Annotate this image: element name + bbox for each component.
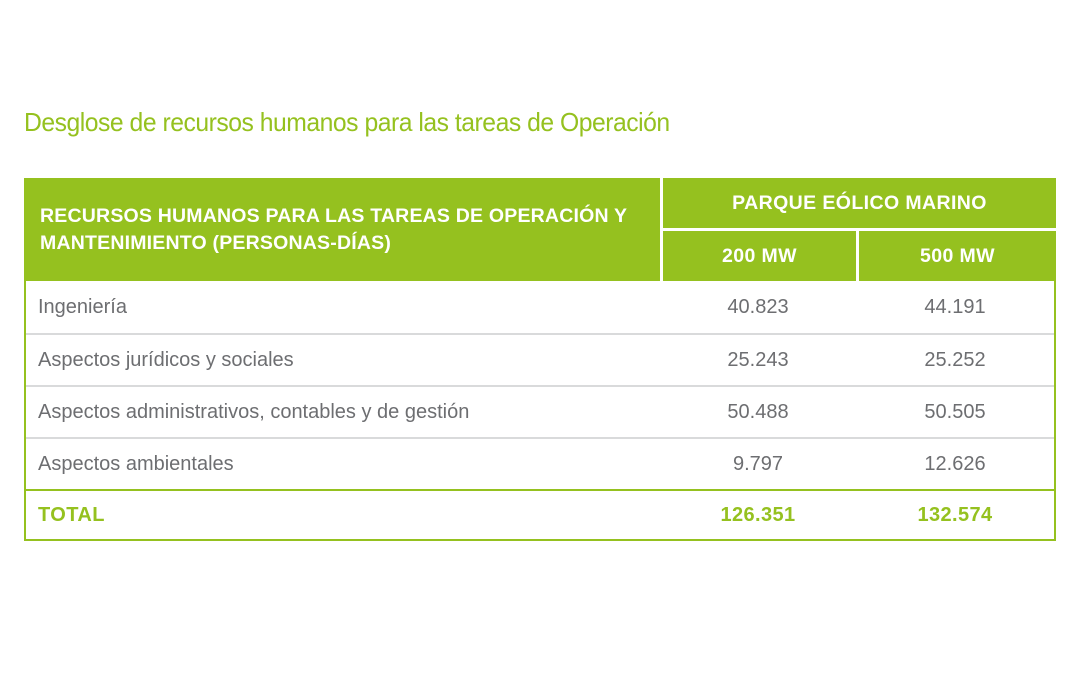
header-row-label: RECURSOS HUMANOS PARA LAS TAREAS DE OPER… bbox=[24, 178, 660, 281]
total-value-200mw: 126.351 bbox=[720, 503, 796, 526]
total-label: TOTAL bbox=[38, 503, 105, 526]
header-group-label: PARQUE EÓLICO MARINO bbox=[663, 178, 1056, 228]
table-row: Aspectos jurídicos y sociales 25.243 25.… bbox=[26, 333, 1054, 385]
row-value-200mw: 40.823 bbox=[727, 295, 789, 318]
row-value-500mw: 25.252 bbox=[924, 348, 986, 371]
row-value-500mw: 44.191 bbox=[924, 295, 986, 318]
row-value-200mw: 25.243 bbox=[727, 348, 789, 371]
table-row-total: TOTAL 126.351 132.574 bbox=[26, 489, 1054, 539]
header-column-500mw: 500 MW bbox=[859, 231, 1056, 281]
total-value-500mw: 132.574 bbox=[917, 503, 993, 526]
row-value-500mw: 12.626 bbox=[924, 452, 986, 475]
table-body: Ingeniería 40.823 44.191 Aspectos jurídi… bbox=[24, 281, 1056, 541]
row-value-200mw: 50.488 bbox=[727, 400, 789, 423]
table-row: Ingeniería 40.823 44.191 bbox=[26, 281, 1054, 333]
table-row: Aspectos administrativos, contables y de… bbox=[26, 385, 1054, 437]
row-value-200mw: 9.797 bbox=[732, 452, 784, 475]
row-label: Ingeniería bbox=[38, 295, 127, 318]
table-row: Aspectos ambientales 9.797 12.626 bbox=[26, 437, 1054, 489]
table-header: RECURSOS HUMANOS PARA LAS TAREAS DE OPER… bbox=[24, 178, 1056, 281]
row-label: Aspectos ambientales bbox=[38, 452, 234, 475]
row-value-500mw: 50.505 bbox=[924, 400, 986, 423]
row-label: Aspectos administrativos, contables y de… bbox=[38, 400, 470, 423]
resources-table: RECURSOS HUMANOS PARA LAS TAREAS DE OPER… bbox=[24, 178, 1056, 541]
row-label: Aspectos jurídicos y sociales bbox=[38, 348, 294, 371]
page-title: Desglose de recursos humanos para las ta… bbox=[24, 107, 670, 137]
header-column-200mw: 200 MW bbox=[663, 231, 856, 281]
